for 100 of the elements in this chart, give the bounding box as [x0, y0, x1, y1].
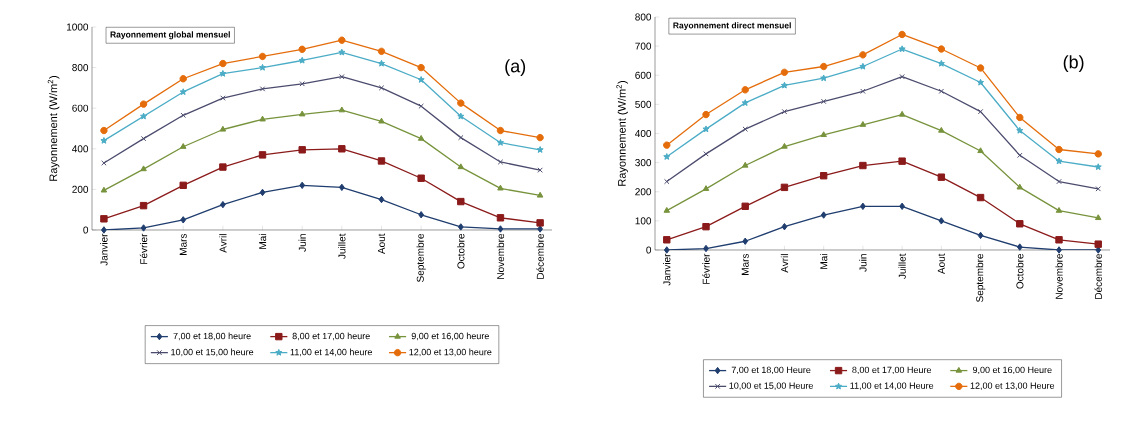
- point: [899, 73, 905, 80]
- point: [781, 108, 788, 115]
- point: [496, 126, 505, 135]
- point: [702, 222, 710, 231]
- x-tick-label: Février: [139, 233, 148, 264]
- point: [1056, 246, 1062, 254]
- point: [338, 145, 346, 153]
- legend-label: 8,00 et 17,00 Heure: [852, 366, 932, 375]
- point: [259, 86, 266, 92]
- point: [100, 136, 108, 144]
- point: [259, 188, 266, 197]
- y-tick-label: 600: [635, 71, 652, 79]
- point: [179, 181, 187, 190]
- x-tick-label: Juin: [859, 254, 867, 272]
- legend-label: 11,00 et 14,00 Heure: [850, 382, 934, 390]
- point: [977, 231, 984, 240]
- point: [702, 185, 710, 191]
- legend-label: 9,00 et 16,00 Heure: [972, 366, 1052, 375]
- point: [457, 197, 465, 206]
- point: [417, 174, 425, 182]
- point: [859, 121, 867, 127]
- point: [781, 142, 788, 149]
- point: [1095, 186, 1101, 192]
- point: [742, 237, 749, 245]
- point: [457, 223, 464, 231]
- point: [219, 200, 226, 209]
- point: [741, 99, 749, 106]
- x-tick-label: Octobre: [457, 233, 465, 269]
- point: [1016, 113, 1024, 122]
- point: [418, 211, 425, 219]
- point: [1094, 150, 1102, 158]
- point: [258, 52, 267, 61]
- point: [418, 103, 424, 109]
- point: [977, 147, 984, 154]
- point: [937, 45, 946, 53]
- point: [702, 125, 710, 133]
- point: [860, 88, 866, 95]
- point: [1094, 163, 1102, 171]
- point: [377, 157, 386, 165]
- x-tick-label: Avril: [780, 254, 789, 273]
- point: [536, 219, 544, 227]
- y-tick-label: 0: [83, 226, 89, 234]
- annotation: (b): [1063, 55, 1084, 72]
- x-tick-label: Aout: [937, 253, 945, 275]
- point: [537, 167, 543, 173]
- point: [663, 141, 671, 149]
- point: [179, 75, 187, 83]
- x-tick-label: Novembre: [496, 233, 505, 279]
- point: [100, 186, 108, 193]
- point: [1055, 236, 1063, 244]
- point: [219, 69, 227, 77]
- point: [180, 112, 186, 119]
- point: [377, 59, 386, 67]
- x-tick-label: Mars: [179, 233, 187, 255]
- x-tick-label: Septembre: [975, 253, 986, 302]
- point: [140, 165, 147, 172]
- point: [976, 193, 985, 202]
- point: [417, 134, 425, 141]
- y-tick-label: 400: [72, 145, 89, 153]
- point: [1016, 220, 1024, 228]
- point: [179, 143, 187, 149]
- point: [258, 63, 267, 71]
- point: [703, 151, 709, 157]
- point: [457, 99, 465, 107]
- legend-label: 10,00 et 15,00 heure: [171, 348, 254, 357]
- point: [378, 85, 385, 91]
- point: [378, 117, 385, 124]
- point: [898, 157, 906, 165]
- x-tick-label: Février: [702, 253, 710, 284]
- point: [741, 202, 749, 210]
- point: [977, 78, 985, 86]
- point: [179, 88, 187, 96]
- x-tick-label: Janvier: [663, 253, 671, 286]
- point: [859, 62, 867, 70]
- x-tick-label: Janvier: [100, 233, 108, 266]
- point: [741, 161, 749, 168]
- y-tick-label: 400: [635, 129, 652, 138]
- point: [780, 183, 789, 192]
- point: [1055, 157, 1063, 165]
- point: [898, 30, 906, 39]
- x-tick-label: Novembre: [1055, 253, 1063, 299]
- y-tick-label: 200: [635, 188, 652, 196]
- point: [976, 64, 985, 72]
- point: [1094, 240, 1102, 248]
- point: [536, 146, 544, 153]
- y-tick-label: 600: [72, 104, 89, 112]
- point: [298, 45, 306, 54]
- y-tick-label: 300: [635, 159, 652, 167]
- point: [702, 110, 710, 119]
- x-tick-label: Décembre: [1094, 253, 1102, 299]
- point: [820, 211, 827, 219]
- legend-label: 12,00 et 13,00 Heure: [970, 382, 1055, 390]
- y-tick-label: 800: [72, 64, 89, 72]
- point: [497, 225, 504, 233]
- y-tick-label: 200: [72, 185, 89, 193]
- point: [258, 151, 267, 159]
- legend-label: 9,00 et 16,00 heure: [411, 332, 489, 341]
- y-tick-label: 800: [635, 13, 652, 21]
- point: [220, 95, 226, 101]
- point: [820, 98, 827, 105]
